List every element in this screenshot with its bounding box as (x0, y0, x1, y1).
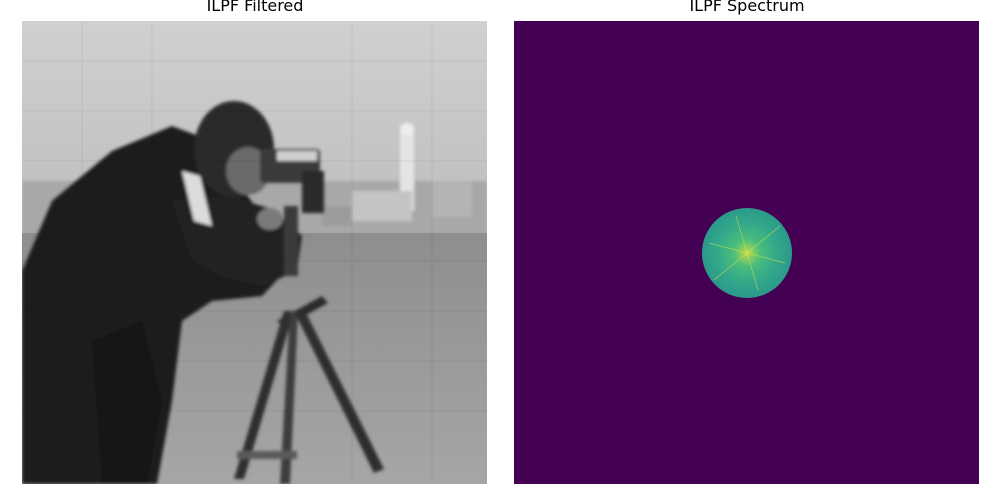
spectrum-streaks (708, 215, 786, 291)
filtered-image-title: ILPF Filtered (206, 0, 304, 15)
filtered-image (22, 21, 487, 484)
spectrum-image (514, 21, 979, 484)
spectrum-image-title: ILPF Spectrum (689, 0, 805, 15)
